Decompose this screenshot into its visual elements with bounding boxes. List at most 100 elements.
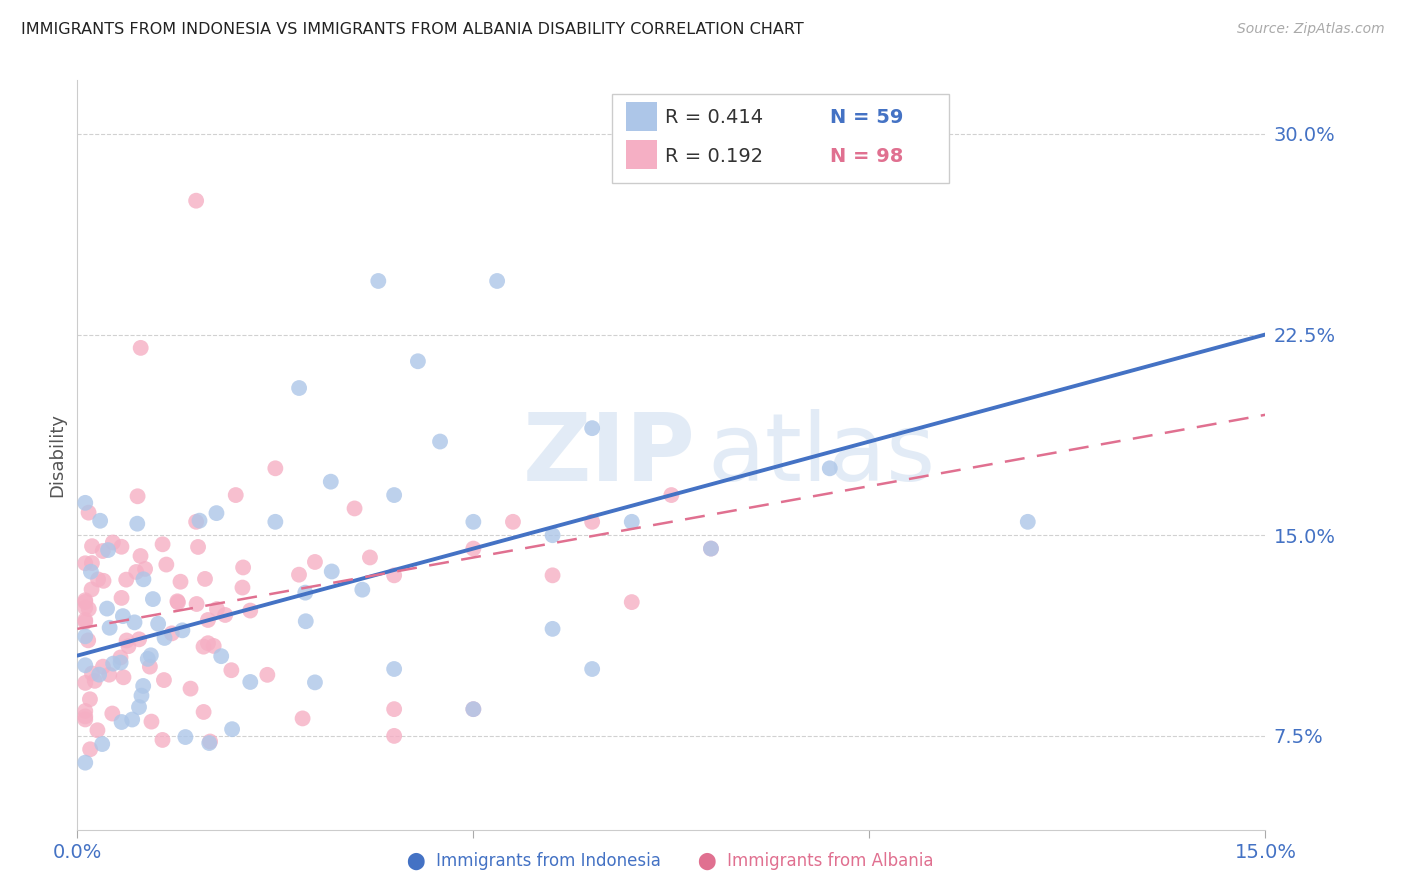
Point (75, 600, 97, 615)
Point (205, 602, 228, 616)
Point (205, 506, 228, 520)
Point (112, 670, 135, 684)
Point (110, 650, 132, 665)
Point (139, 648, 162, 663)
Point (486, 274, 509, 288)
Point (187, 540, 209, 554)
Point (818, 461, 841, 475)
Point (127, 489, 149, 503)
Point (101, 535, 124, 549)
Point (111, 609, 134, 624)
Point (304, 555, 326, 569)
Point (80, 539, 103, 553)
Point (75, 658, 97, 673)
Point (83, 673, 105, 688)
Point (620, 515, 643, 529)
Text: R = 0.192: R = 0.192 (665, 146, 763, 166)
Point (167, 595, 190, 609)
Point (256, 668, 278, 682)
Point (75, 556, 97, 570)
Point (463, 702, 485, 716)
Point (180, 681, 202, 696)
Point (77, 506, 100, 520)
Point (294, 614, 316, 628)
Point (239, 603, 262, 617)
Point (77, 633, 100, 648)
Point (75, 496, 97, 510)
Point (502, 515, 524, 529)
Text: N = 59: N = 59 (830, 108, 903, 128)
Point (131, 689, 153, 703)
Point (110, 656, 132, 670)
Point (406, 354, 429, 368)
Point (359, 550, 381, 565)
Point (89, 514, 111, 528)
Point (198, 736, 221, 750)
Text: atlas: atlas (707, 409, 935, 501)
Point (166, 594, 188, 608)
Point (121, 713, 143, 727)
Point (197, 613, 219, 627)
Point (110, 540, 132, 554)
Point (96, 601, 118, 615)
Point (129, 549, 152, 563)
Point (129, 341, 152, 355)
Point (382, 729, 405, 743)
Point (77, 602, 100, 616)
Point (264, 461, 287, 475)
Point (75, 595, 97, 609)
Point (80, 565, 103, 579)
Point (101, 706, 124, 721)
Point (193, 705, 215, 719)
Point (288, 567, 311, 582)
Point (382, 662, 405, 676)
Point (382, 568, 405, 582)
Point (91, 659, 114, 673)
Point (541, 622, 564, 636)
Point (146, 616, 169, 631)
Point (79, 692, 101, 706)
Point (194, 572, 217, 586)
Point (152, 537, 174, 551)
Point (581, 515, 603, 529)
Point (209, 649, 232, 664)
Point (75, 713, 97, 727)
Point (141, 714, 163, 729)
Point (124, 615, 146, 630)
Point (429, 434, 451, 449)
Point (581, 421, 603, 435)
Point (186, 515, 208, 529)
Point (128, 632, 150, 647)
Point (86, 723, 108, 738)
Point (239, 675, 262, 690)
Point (80, 582, 103, 597)
Point (80, 556, 103, 570)
Point (97, 543, 120, 558)
Point (125, 565, 148, 579)
Y-axis label: Disability: Disability (48, 413, 66, 497)
Point (93, 574, 115, 588)
Point (231, 581, 253, 595)
Point (153, 631, 176, 645)
Point (132, 572, 155, 586)
Point (91, 544, 114, 558)
Point (319, 475, 342, 489)
Point (288, 381, 311, 395)
Point (115, 633, 138, 648)
Point (541, 528, 564, 542)
Point (117, 639, 139, 653)
Point (136, 652, 159, 666)
Point (139, 659, 162, 673)
Point (132, 679, 155, 693)
Point (142, 592, 165, 607)
Point (188, 514, 211, 528)
Point (581, 662, 603, 676)
Point (75, 704, 97, 718)
Text: ZIP: ZIP (522, 409, 695, 501)
Point (186, 597, 208, 611)
Point (79, 742, 101, 756)
Point (291, 711, 314, 725)
Point (700, 541, 723, 556)
Point (75, 615, 97, 629)
Point (198, 734, 221, 748)
